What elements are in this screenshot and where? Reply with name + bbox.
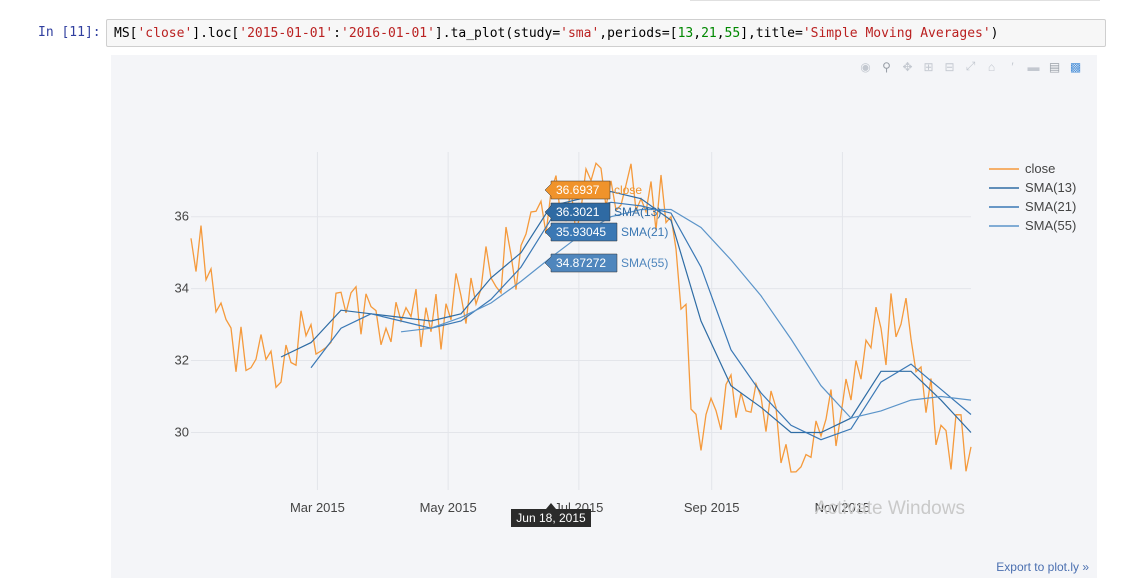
hover-series-name: SMA(55) [621, 256, 668, 270]
hover-labels: 36.6937 close 36.3021 SMA(13) 35.93045 SMA(21… [511, 180, 668, 527]
spike-lines-icon[interactable]: ′ [1011, 59, 1014, 74]
code-token: '2015-01-01' [239, 26, 334, 41]
hover-label: 35.93045 SMA(21) [544, 222, 668, 242]
code-token: 'Simple Moving Averages' [802, 26, 991, 41]
zoom-in-icon[interactable]: ⊞ [923, 59, 934, 74]
code-token: 13 [677, 26, 694, 41]
y-tick-label: 30 [175, 424, 189, 439]
plot-area[interactable]: ◉ ⚲ ✥ ⊞ ⊟ ⤢ ⌂ ′ ▬ ▤ ▩ 30 32 34 36 Mar 2015 M… [111, 55, 1097, 578]
legend: close SMA(13) SMA(21) SMA(55) [989, 161, 1076, 233]
hover-compare-icon[interactable]: ▤ [1048, 59, 1061, 74]
hover-label: 36.3021 SMA(13) [544, 202, 661, 222]
legend-item[interactable]: SMA(21) [1025, 199, 1076, 214]
camera-icon[interactable]: ◉ [860, 59, 871, 74]
x-tick-label: Mar 2015 [290, 500, 345, 515]
modebar: ◉ ⚲ ✥ ⊞ ⊟ ⤢ ⌂ ′ ▬ ▤ ▩ [858, 59, 1083, 74]
zoom-icon[interactable]: ⚲ [882, 59, 891, 74]
x-tick-label: Nov 2015 [815, 500, 871, 515]
plotly-logo-icon[interactable]: ▩ [1069, 59, 1082, 74]
series-line-sma13 [280, 190, 972, 434]
legend-item[interactable]: SMA(55) [1025, 218, 1076, 233]
code-token: ,periods=[ [599, 26, 678, 41]
export-link[interactable]: Export to plot.ly » [996, 560, 1089, 574]
zoom-out-icon[interactable]: ⊟ [944, 59, 955, 74]
code-token: 55 [724, 26, 741, 41]
code-token: ],title= [740, 26, 803, 41]
hover-series-name: SMA(13) [614, 205, 661, 219]
x-axis-ticks: Mar 2015 May 2015 Jul 2015 Sep 2015 Nov 2015 [290, 500, 870, 515]
hover-date-label: Jun 18, 2015 [511, 503, 591, 527]
x-tick-label: Sep 2015 [684, 500, 740, 515]
input-prompt: In [11]: [38, 25, 101, 40]
legend-item[interactable]: close [1025, 161, 1055, 176]
code-token: '2016-01-01' [341, 26, 435, 41]
hover-date: Jun 18, 2015 [516, 511, 586, 525]
code-token: 21 [701, 26, 717, 41]
hover-label: 36.6937 close [544, 180, 642, 200]
y-tick-label: 32 [175, 353, 189, 368]
legend-item[interactable]: SMA(13) [1025, 180, 1076, 195]
code-token: 'close' [137, 26, 193, 41]
x-tick-label: May 2015 [420, 500, 477, 515]
hover-value: 35.93045 [556, 225, 606, 239]
pan-icon[interactable]: ✥ [902, 59, 913, 74]
code-text: MS['close'].loc['2015-01-01':'2016-01-01… [114, 26, 999, 41]
hover-label: 34.87272 SMA(55) [544, 253, 668, 273]
code-token: ].loc[ [192, 26, 240, 41]
code-cell[interactable]: MS['close'].loc['2015-01-01':'2016-01-01… [106, 19, 1106, 47]
reset-axes-icon[interactable]: ⌂ [987, 59, 996, 74]
y-axis-ticks: 30 32 34 36 [175, 209, 189, 440]
hover-value: 34.87272 [556, 256, 606, 270]
y-tick-label: 34 [175, 281, 189, 296]
windows-activation-watermark: Activate Windows [815, 498, 965, 519]
hover-value: 36.3021 [556, 205, 600, 219]
code-token: , [693, 26, 702, 41]
series-line-sma55 [400, 208, 972, 419]
code-token: MS[ [114, 26, 138, 41]
code-token: ) [990, 26, 999, 41]
series-line-sma21 [310, 201, 972, 441]
grid-lines [191, 152, 971, 490]
hover-value: 36.6937 [556, 183, 600, 197]
y-tick-label: 36 [175, 209, 189, 224]
code-token: : [333, 26, 341, 41]
code-token: ].ta_plot(study= [434, 26, 561, 41]
autoscale-icon[interactable]: ⤢ [965, 59, 976, 73]
code-token: 'sma' [560, 26, 600, 41]
hover-series-name: SMA(21) [621, 225, 668, 239]
hover-series-name: close [614, 183, 642, 197]
hover-closest-icon[interactable]: ▬ [1027, 59, 1040, 74]
code-token: , [716, 26, 725, 41]
separator-line [690, 0, 1100, 1]
